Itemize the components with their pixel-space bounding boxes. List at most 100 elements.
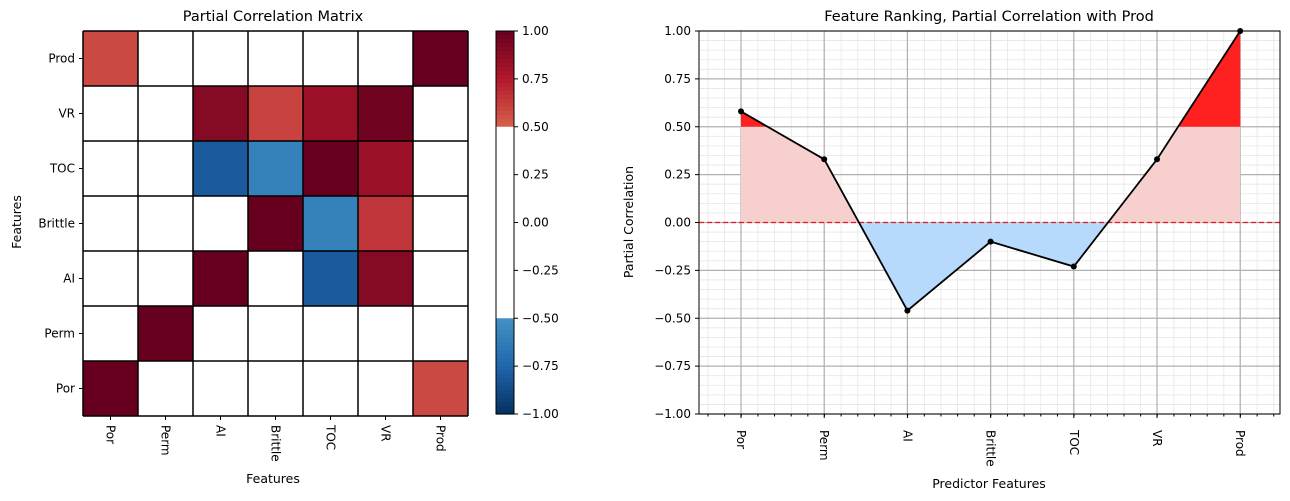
heatmap-cell-AI-VR xyxy=(358,251,413,306)
colorbar-strip xyxy=(496,318,514,323)
heatmap-cell-Brittle-Brittle xyxy=(248,196,303,251)
colorbar-strip xyxy=(496,102,514,108)
heatmap-chart: Partial Correlation Matrix Prod VR TOC Brit… xyxy=(9,9,469,486)
heatmap-xlabel: Features xyxy=(246,471,300,486)
colorbar-strip xyxy=(496,258,514,263)
point-Brittle xyxy=(987,238,994,245)
colorbar-strip xyxy=(496,290,514,295)
line-chart-x-tick-label: Por xyxy=(734,430,748,449)
colorbar-tick-label: 0.50 xyxy=(522,120,549,134)
colorbar-strip xyxy=(496,38,514,44)
colorbar-strip xyxy=(496,154,514,160)
colorbar-strip xyxy=(496,330,514,335)
colorbar-strip xyxy=(496,310,514,315)
colorbar-strip xyxy=(496,190,514,196)
line-chart-x-tick-label: Brittle xyxy=(984,430,998,467)
colorbar-strip xyxy=(496,86,514,92)
heatmap-cell-Prod-VR xyxy=(358,31,413,86)
colorbar-strip xyxy=(496,226,514,232)
colorbar-strip xyxy=(496,82,514,88)
colorbar-tick-label: −1.00 xyxy=(522,407,559,421)
line-chart-x-tick-label: VR xyxy=(1150,430,1164,447)
colorbar-strip xyxy=(496,274,514,279)
correlation-points xyxy=(738,28,1244,314)
colorbar-strip xyxy=(496,370,514,375)
heatmap-cells xyxy=(83,31,468,416)
heatmap-x-tick-label: Prod xyxy=(434,425,448,452)
colorbar-strip xyxy=(496,342,514,347)
colorbar-strip xyxy=(496,142,514,148)
colorbar-strip xyxy=(496,46,514,52)
heatmap-cell-VR-AI xyxy=(193,86,248,141)
point-AI xyxy=(904,307,911,314)
colorbar-strip xyxy=(496,118,514,124)
colorbar-strip xyxy=(496,406,514,411)
line-chart-y-tick-label: −0.50 xyxy=(654,311,691,325)
colorbar-strip xyxy=(496,78,514,84)
line-chart-y-ticks: 1.00 0.75 0.50 0.25 0.00 −0.25 −0.50 −0.75 −1.00 xyxy=(654,24,699,421)
heatmap-cell-Perm-Prod xyxy=(413,306,468,361)
line-chart-y-tick-label: 1.00 xyxy=(664,24,691,38)
point-Perm xyxy=(821,156,828,163)
colorbar-strip xyxy=(496,222,514,228)
colorbar-strip xyxy=(496,266,514,271)
heatmap-title: Partial Correlation Matrix xyxy=(183,9,364,25)
line-chart-y-tick-label: 0.25 xyxy=(664,168,691,182)
line-chart-y-tick-label: −0.75 xyxy=(654,359,691,373)
colorbar-strip xyxy=(496,238,514,244)
colorbar-strip xyxy=(496,42,514,48)
heatmap-cell-Por-Por xyxy=(83,361,138,416)
heatmap-cell-Por-Brittle xyxy=(248,361,303,416)
colorbar-strip xyxy=(496,366,514,371)
heatmap-ylabel: Features xyxy=(9,195,24,249)
colorbar-strip xyxy=(496,378,514,383)
colorbar-strip xyxy=(496,286,514,291)
heatmap-cell-Perm-TOC xyxy=(303,306,358,361)
colorbar-strip xyxy=(496,382,514,387)
colorbar-strip xyxy=(496,34,514,40)
heatmap-x-tick-label: VR xyxy=(379,425,393,442)
colorbar-tick-label: −0.50 xyxy=(522,311,559,325)
colorbar-tick-label: −0.25 xyxy=(522,263,559,277)
colorbar-tick-label: 0.25 xyxy=(522,168,549,182)
colorbar-strip xyxy=(496,346,514,351)
line-chart-y-tick-label: −0.25 xyxy=(654,263,691,277)
colorbar-strip xyxy=(496,50,514,56)
heatmap-cell-Prod-TOC xyxy=(303,31,358,86)
heatmap-x-tick-label: Brittle xyxy=(269,425,283,462)
colorbar-strip xyxy=(496,150,514,156)
colorbar-strip xyxy=(496,390,514,395)
colorbar-strip xyxy=(496,166,514,172)
line-chart-ylabel: Partial Correlation xyxy=(621,166,636,278)
heatmap-cell-Brittle-Prod xyxy=(413,196,468,251)
colorbar-strip xyxy=(496,350,514,355)
above-threshold-fill-area xyxy=(741,31,1241,127)
colorbar-strip xyxy=(496,326,514,331)
heatmap-y-tick-label: AI xyxy=(63,272,75,286)
colorbar-ticks: 1.00 0.75 0.50 0.25 0.00 −0.25 −0.50 −0.75 −1.00 xyxy=(514,24,559,421)
heatmap-y-tick-label: VR xyxy=(58,107,75,121)
colorbar-strip xyxy=(496,246,514,252)
colorbar-strip xyxy=(496,122,514,128)
colorbar-strip xyxy=(496,338,514,343)
heatmap-cell-Brittle-VR xyxy=(358,196,413,251)
heatmap-cell-TOC-Por xyxy=(83,141,138,196)
heatmap-cell-TOC-Prod xyxy=(413,141,468,196)
colorbar-strip xyxy=(496,158,514,164)
line-chart-y-tick-label: 0.50 xyxy=(664,120,691,134)
colorbar-strip xyxy=(496,210,514,216)
line-chart-title: Feature Ranking, Partial Correlation wit… xyxy=(824,9,1154,25)
heatmap-cell-VR-Brittle xyxy=(248,86,303,141)
colorbar-strip xyxy=(496,106,514,112)
heatmap-cell-TOC-VR xyxy=(358,141,413,196)
colorbar-strip xyxy=(496,322,514,327)
colorbar-strip xyxy=(496,94,514,100)
heatmap-x-tick-label: Por xyxy=(104,425,118,444)
heatmap-cell-AI-Prod xyxy=(413,251,468,306)
heatmap-cell-AI-Perm xyxy=(138,251,193,306)
line-chart-x-tick-label: AI xyxy=(900,430,914,442)
colorbar-strip xyxy=(496,334,514,339)
colorbar-strip xyxy=(496,234,514,240)
heatmap-y-ticks: Prod VR TOC Brittle AI Perm Por xyxy=(38,52,83,396)
colorbar-strip xyxy=(496,178,514,184)
